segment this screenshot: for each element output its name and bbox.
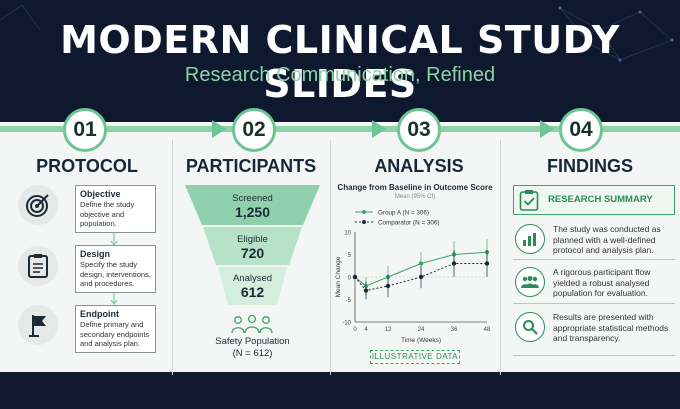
summary-header: RESEARCH SUMMARY <box>513 185 675 215</box>
y-tick-label: 5 <box>348 253 352 259</box>
funnel-stage-screened: Screened 1,250 <box>185 189 320 223</box>
finding-text-3: Results are presented with appropriate s… <box>553 312 669 344</box>
footer-band <box>0 372 680 409</box>
clipboard-check-icon <box>519 190 539 211</box>
design-card: Design Specify the study design, interve… <box>75 245 156 293</box>
step-number-1: 01 <box>63 108 107 152</box>
hero-header: MODERN CLINICAL STUDY SLIDES Research Co… <box>0 0 680 122</box>
participant-funnel <box>185 185 320 305</box>
network-decoration <box>0 4 674 62</box>
population-caption: Safety Population (N = 612) <box>185 336 320 360</box>
data-point <box>451 261 457 266</box>
divider <box>513 259 675 260</box>
stage-value: 612 <box>240 283 265 300</box>
column-divider <box>172 140 173 375</box>
bar-chart-icon <box>515 224 545 254</box>
funnel-stage-analysed: Analysed 612 <box>185 269 320 303</box>
y-axis-label: Mean Change <box>335 256 342 297</box>
progress-band <box>0 126 680 132</box>
x-tick-label: 48 <box>484 327 491 333</box>
flag-icon <box>18 305 58 345</box>
stage-value: 1,250 <box>234 203 271 220</box>
x-tick-label: 12 <box>385 327 392 333</box>
step-number-4: 04 <box>559 108 603 152</box>
summary-title: RESEARCH SUMMARY <box>548 194 653 205</box>
design-heading: Design <box>80 249 111 259</box>
stage-label: Eligible <box>237 233 268 245</box>
participants-title: PARTICIPANTS <box>185 156 317 176</box>
target-icon <box>18 185 58 225</box>
legend-marker <box>362 220 366 224</box>
y-tick-label: -10 <box>342 321 351 327</box>
y-tick-label: -5 <box>346 298 352 304</box>
objective-text: Define the study objective and populatio… <box>80 200 135 228</box>
x-tick-label: 0 <box>353 327 357 333</box>
objective-card: Objective Define the study objective and… <box>75 185 156 233</box>
page-subtitle: Research Communication, Refined <box>184 64 496 86</box>
stage-value: 720 <box>240 244 265 261</box>
x-tick-label: 4 <box>364 327 368 333</box>
column-divider <box>330 140 331 375</box>
y-tick-label: 10 <box>344 231 351 237</box>
magnifier-icon <box>515 312 545 342</box>
arrow-right-icon <box>540 120 554 138</box>
data-point <box>418 261 424 266</box>
series-line <box>354 263 487 292</box>
x-tick-label: 24 <box>418 327 425 333</box>
data-point <box>352 274 358 280</box>
data-point <box>363 288 369 293</box>
analysis-title: ANALYSIS <box>374 156 464 176</box>
endpoint-text: Define primary and secondary endpoints a… <box>80 320 150 348</box>
protocol-title: PROTOCOL <box>36 156 138 176</box>
x-axis-label: Time (Weeks) <box>401 337 441 344</box>
people-group-icon <box>231 314 273 334</box>
data-point <box>484 261 490 266</box>
stage-label: Analysed <box>232 272 273 284</box>
objective-heading: Objective <box>80 189 121 199</box>
chart-subtitle: Mean (95% CI) <box>394 194 436 200</box>
arrow-right-icon <box>372 120 386 138</box>
findings-title: FINDINGS <box>546 156 633 176</box>
data-point <box>418 274 424 280</box>
endpoint-card: Endpoint Define primary and secondary en… <box>75 305 156 353</box>
flow-connector <box>110 233 118 305</box>
population-label: Safety Population <box>215 336 290 347</box>
illustrative-data-badge: ILLUSTRATIVE DATA <box>370 350 460 364</box>
legend-label: Comparator (N = 306) <box>378 220 439 227</box>
column-divider <box>500 140 501 375</box>
arrow-right-icon <box>212 120 226 138</box>
y-tick-label: 0 <box>348 276 352 282</box>
design-text: Specify the study design, interventions,… <box>80 260 151 288</box>
finding-text-1: The study was conducted as planned with … <box>553 224 661 256</box>
endpoint-heading: Endpoint <box>80 309 119 319</box>
divider <box>513 355 675 356</box>
funnel-stage-eligible: Eligible 720 <box>185 230 320 264</box>
step-number-3: 03 <box>397 108 441 152</box>
population-n: (N = 612) <box>232 347 273 359</box>
series-line <box>354 251 488 287</box>
step-number-2: 02 <box>232 108 276 152</box>
data-point <box>385 283 391 289</box>
x-tick-label: 36 <box>451 327 458 333</box>
divider <box>513 303 675 304</box>
legend-label: Group A (N = 306) <box>378 210 429 217</box>
chart-title: Change from Baseline in Outcome Score <box>337 183 493 192</box>
page-title: MODERN CLINICAL STUDY SLIDES <box>60 18 620 106</box>
stage-label: Screened <box>232 192 273 204</box>
legend-marker <box>362 210 366 214</box>
finding-text-2: A rigorous participant flow yielded a ro… <box>553 267 651 299</box>
clipboard-icon <box>18 246 58 286</box>
people-icon <box>515 267 545 297</box>
